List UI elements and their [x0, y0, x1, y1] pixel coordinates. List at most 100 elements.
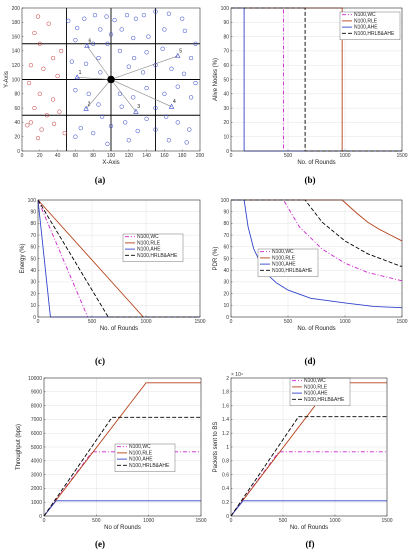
sensor-node: [73, 38, 78, 43]
legend-entry-label: N100,RLE: [129, 450, 153, 456]
sensor-node: [144, 116, 149, 121]
ch-link: [110, 79, 172, 107]
plot-frame: [21, 7, 201, 152]
y-tick-label: 10: [223, 303, 229, 309]
sensor-node: [75, 25, 80, 31]
y-tick-label: 200: [12, 6, 21, 12]
y-tick-label: 0.4: [222, 486, 229, 492]
panel-a: 0 20 40 60 80 100 120 140 160 180 200 0 20 40 60 80 100 1…: [4, 6, 204, 185]
sensor-node: [119, 27, 124, 32]
y-tick-label: 50: [223, 256, 229, 262]
sensor-node: [105, 41, 110, 46]
y-tick-label: 1: [226, 445, 229, 451]
x-axis-label: No of Rounds: [104, 525, 141, 531]
x-tick-label: 100: [107, 153, 116, 159]
legend-entry-label: N100,AHE: [129, 457, 153, 463]
x-tick-label: 500: [284, 153, 293, 159]
legend-box: [339, 11, 401, 40]
sensor-node: [112, 18, 117, 23]
x-tick-label: 0: [230, 319, 233, 325]
sensor-node: [146, 34, 151, 39]
sensor-node: [126, 64, 131, 69]
sensor-node: [175, 120, 180, 125]
x-tick-label: 20: [37, 153, 43, 159]
y-tick-label: 8000: [31, 403, 42, 409]
sensor-node: [46, 21, 51, 26]
legend-box: [114, 443, 176, 472]
y-tick-label: 40: [223, 92, 229, 98]
y-tick-label: 70: [223, 233, 229, 239]
legend-entry-label: N100,WC: [137, 234, 159, 240]
y-tick-label: 100: [221, 6, 230, 12]
sensor-node: [98, 70, 103, 75]
x-tick-label: 1000: [329, 518, 340, 524]
x-tick-label: 1500: [396, 319, 407, 325]
y-tick-label: 50: [30, 256, 36, 262]
y-axis-label: Energy (%): [20, 243, 26, 273]
y-tick-label: 70: [30, 233, 36, 239]
legend-entry-label: N100,RLE: [354, 18, 378, 24]
ch-link: [85, 79, 112, 110]
x-tick-label: 1000: [339, 153, 350, 159]
y-tick-label: 60: [30, 245, 36, 251]
plot-frame: [230, 377, 388, 517]
legend-entry-label: N100,HRLB&AHE: [272, 268, 313, 274]
sensor-node: [55, 73, 60, 79]
y-tick-label: 1.6: [222, 403, 229, 409]
cluster-head-label: 4: [173, 99, 176, 105]
y-tick-label: 0.6: [222, 472, 229, 478]
x-tick-label: 80: [90, 153, 96, 159]
y-tick-label: 80: [30, 221, 36, 227]
x-tick-label: 60: [73, 153, 79, 159]
sensor-node: [51, 121, 57, 126]
sensor-node: [131, 35, 136, 41]
y-tick-label: 0: [33, 315, 36, 321]
x-tick-label: 0: [21, 153, 24, 159]
sensor-node: [25, 123, 30, 128]
legend-entry-label: N100,WC: [272, 249, 294, 255]
y-tick-label: 90: [223, 20, 229, 26]
sensor-node: [117, 48, 123, 54]
x-axis-label: No. of Rounds: [297, 160, 335, 166]
sensor-node: [51, 55, 56, 61]
cluster-head-label: 2: [88, 101, 91, 107]
x-tick-label: 1000: [140, 319, 151, 325]
y-axis-label: PDR (%): [213, 247, 219, 271]
legend-entry-label: N100,HRLB&AHE: [354, 31, 395, 37]
x-tick-label: 1500: [381, 518, 392, 524]
legend-box: [257, 248, 319, 277]
y-tick-label: 0.8: [222, 459, 229, 465]
legend-entry-label: N100,WC: [129, 444, 151, 450]
series-line-rle: [43, 382, 201, 517]
x-tick-label: 0: [43, 518, 46, 524]
panel-label: (a): [95, 175, 106, 185]
panel-d: 0 500 1000 1500 0 10 20 30 40 50 60 70 80 90 100 No. of…: [213, 198, 408, 366]
sensor-node: [141, 13, 147, 18]
y-tick-label: 180: [12, 20, 21, 26]
legend-entry-label: N100,HRLB&AHE: [137, 253, 178, 259]
sensor-node: [91, 130, 96, 136]
sensor-node: [166, 11, 172, 16]
sensor-node: [153, 127, 158, 132]
y-axis-label: Alive Nodes (%): [213, 58, 219, 101]
y-tick-label: 80: [223, 221, 229, 227]
y-tick-label: 10: [30, 303, 36, 309]
sensor-node: [188, 95, 194, 100]
sensor-node: [144, 50, 149, 55]
legend-entry-label: N100,AHE: [272, 262, 296, 268]
x-tick-label: 200: [196, 153, 205, 159]
sensor-node: [153, 9, 158, 14]
x-tick-label: 500: [88, 319, 97, 325]
x-tick-label: 1000: [339, 319, 350, 325]
y-tick-label: 2000: [31, 486, 42, 492]
panel-b: 0 500 1000 1500 0 10 20 30 40 50 60 70 80 90 100 No. of…: [213, 6, 408, 185]
sensor-node: [153, 63, 158, 68]
panel-label: (c): [95, 356, 105, 366]
x-tick-label: 0: [230, 153, 233, 159]
sensor-node: [35, 14, 41, 19]
legend-entry-label: N100,AHE: [137, 247, 161, 253]
sensor-node: [98, 27, 103, 32]
